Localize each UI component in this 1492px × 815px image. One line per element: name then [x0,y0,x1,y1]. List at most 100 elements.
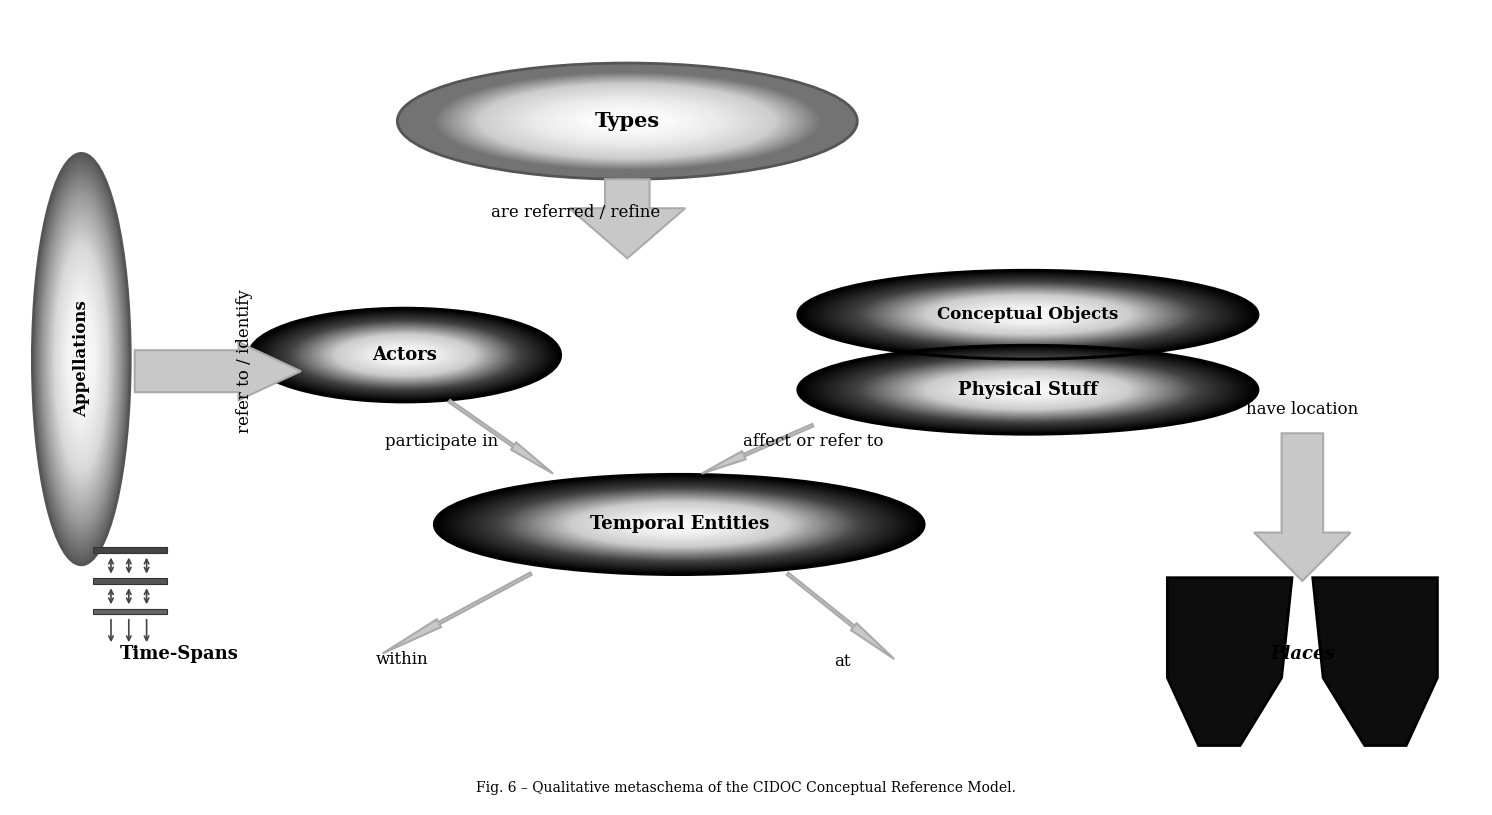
Ellipse shape [75,328,88,390]
Ellipse shape [33,156,130,562]
Ellipse shape [486,485,871,564]
Ellipse shape [524,492,836,557]
Ellipse shape [888,363,1168,417]
Ellipse shape [1006,311,1050,319]
Ellipse shape [64,287,98,431]
Ellipse shape [568,502,789,547]
Polygon shape [1206,635,1246,689]
Ellipse shape [42,192,121,526]
Polygon shape [1316,581,1435,742]
Ellipse shape [70,311,93,408]
Ellipse shape [815,274,1241,356]
Ellipse shape [333,333,477,377]
Ellipse shape [258,311,551,399]
Ellipse shape [1003,310,1053,319]
Ellipse shape [73,326,90,393]
Ellipse shape [807,347,1249,433]
Ellipse shape [864,358,1192,421]
Ellipse shape [76,336,87,382]
Ellipse shape [498,89,756,154]
Ellipse shape [830,351,1226,428]
Ellipse shape [352,339,458,371]
Ellipse shape [495,487,862,562]
Ellipse shape [1010,311,1044,318]
Ellipse shape [60,267,103,452]
Polygon shape [1313,578,1437,746]
Ellipse shape [1006,385,1050,394]
Ellipse shape [282,318,528,392]
Ellipse shape [395,352,415,358]
Ellipse shape [554,499,804,550]
Ellipse shape [55,249,107,469]
Ellipse shape [585,110,670,132]
Ellipse shape [530,494,830,555]
Ellipse shape [967,378,1088,402]
Ellipse shape [412,67,843,175]
Ellipse shape [979,306,1077,324]
Polygon shape [1255,434,1350,581]
Ellipse shape [263,312,548,398]
Ellipse shape [512,92,743,150]
Ellipse shape [895,364,1161,416]
Ellipse shape [343,337,467,374]
Ellipse shape [78,344,85,375]
Ellipse shape [622,120,633,122]
Ellipse shape [673,523,685,526]
Ellipse shape [58,259,104,460]
Ellipse shape [34,161,128,557]
Ellipse shape [841,354,1214,425]
Ellipse shape [398,354,410,357]
Ellipse shape [910,367,1146,412]
Ellipse shape [40,184,122,534]
Polygon shape [1177,592,1280,731]
Ellipse shape [858,357,1198,422]
Ellipse shape [358,341,452,369]
Ellipse shape [61,275,101,444]
Ellipse shape [953,300,1103,329]
Ellipse shape [421,68,834,174]
Ellipse shape [455,77,800,165]
Ellipse shape [847,355,1209,425]
Polygon shape [1323,590,1429,733]
Ellipse shape [54,244,109,475]
Ellipse shape [839,278,1217,351]
Ellipse shape [480,484,879,565]
Ellipse shape [844,280,1212,350]
Ellipse shape [1013,387,1043,393]
Ellipse shape [275,316,536,394]
Polygon shape [1350,624,1405,699]
Ellipse shape [873,359,1183,420]
Ellipse shape [507,490,850,559]
Ellipse shape [830,276,1226,353]
Polygon shape [1346,619,1410,704]
Ellipse shape [471,482,888,567]
Ellipse shape [509,91,745,151]
Ellipse shape [982,306,1074,324]
Polygon shape [1329,599,1423,724]
Ellipse shape [991,382,1065,397]
Ellipse shape [560,500,798,548]
Ellipse shape [315,328,494,382]
Ellipse shape [75,333,88,385]
Ellipse shape [388,350,422,360]
Polygon shape [701,424,813,474]
Ellipse shape [991,307,1065,322]
Ellipse shape [489,86,765,156]
Ellipse shape [610,117,645,126]
Polygon shape [1347,620,1408,703]
Ellipse shape [415,68,840,175]
Ellipse shape [613,117,642,125]
Ellipse shape [313,328,497,382]
Ellipse shape [573,108,682,135]
Ellipse shape [46,210,116,509]
Ellipse shape [325,331,485,379]
Text: refer to / identify: refer to / identify [236,289,254,433]
Ellipse shape [994,383,1062,396]
Ellipse shape [483,484,876,565]
Ellipse shape [477,483,882,566]
Ellipse shape [801,271,1255,359]
Ellipse shape [913,368,1143,412]
Ellipse shape [251,309,558,401]
Ellipse shape [518,94,737,148]
Ellipse shape [965,302,1091,327]
